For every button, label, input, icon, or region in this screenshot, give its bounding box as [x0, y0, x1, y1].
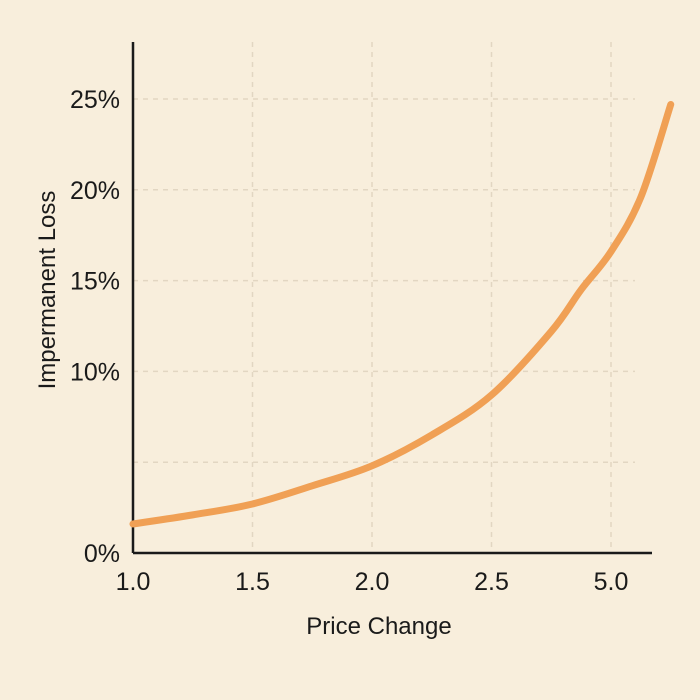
series-line [129, 100, 675, 528]
grid [133, 42, 635, 553]
x-axis-title: Price Change [306, 613, 451, 640]
x-tick-label: 5.0 [594, 568, 629, 596]
y-tick-labels: 0% 10% 15% 20% 25% [70, 86, 120, 568]
y-tick-label: 20% [70, 177, 120, 205]
y-tick-label: 25% [70, 86, 120, 114]
x-tick-label: 2.5 [474, 568, 509, 596]
y-axis-title: Impermanent Loss [34, 191, 61, 390]
x-tick-label: 1.5 [235, 568, 270, 596]
y-tick-label: 15% [70, 268, 120, 296]
x-tick-labels: 1.0 1.5 2.0 2.5 5.0 [116, 568, 629, 596]
x-tick-label: 1.0 [116, 568, 151, 596]
y-tick-label: 10% [70, 358, 120, 386]
y-tick-label: 0% [84, 540, 120, 568]
x-tick-label: 2.0 [355, 568, 390, 596]
